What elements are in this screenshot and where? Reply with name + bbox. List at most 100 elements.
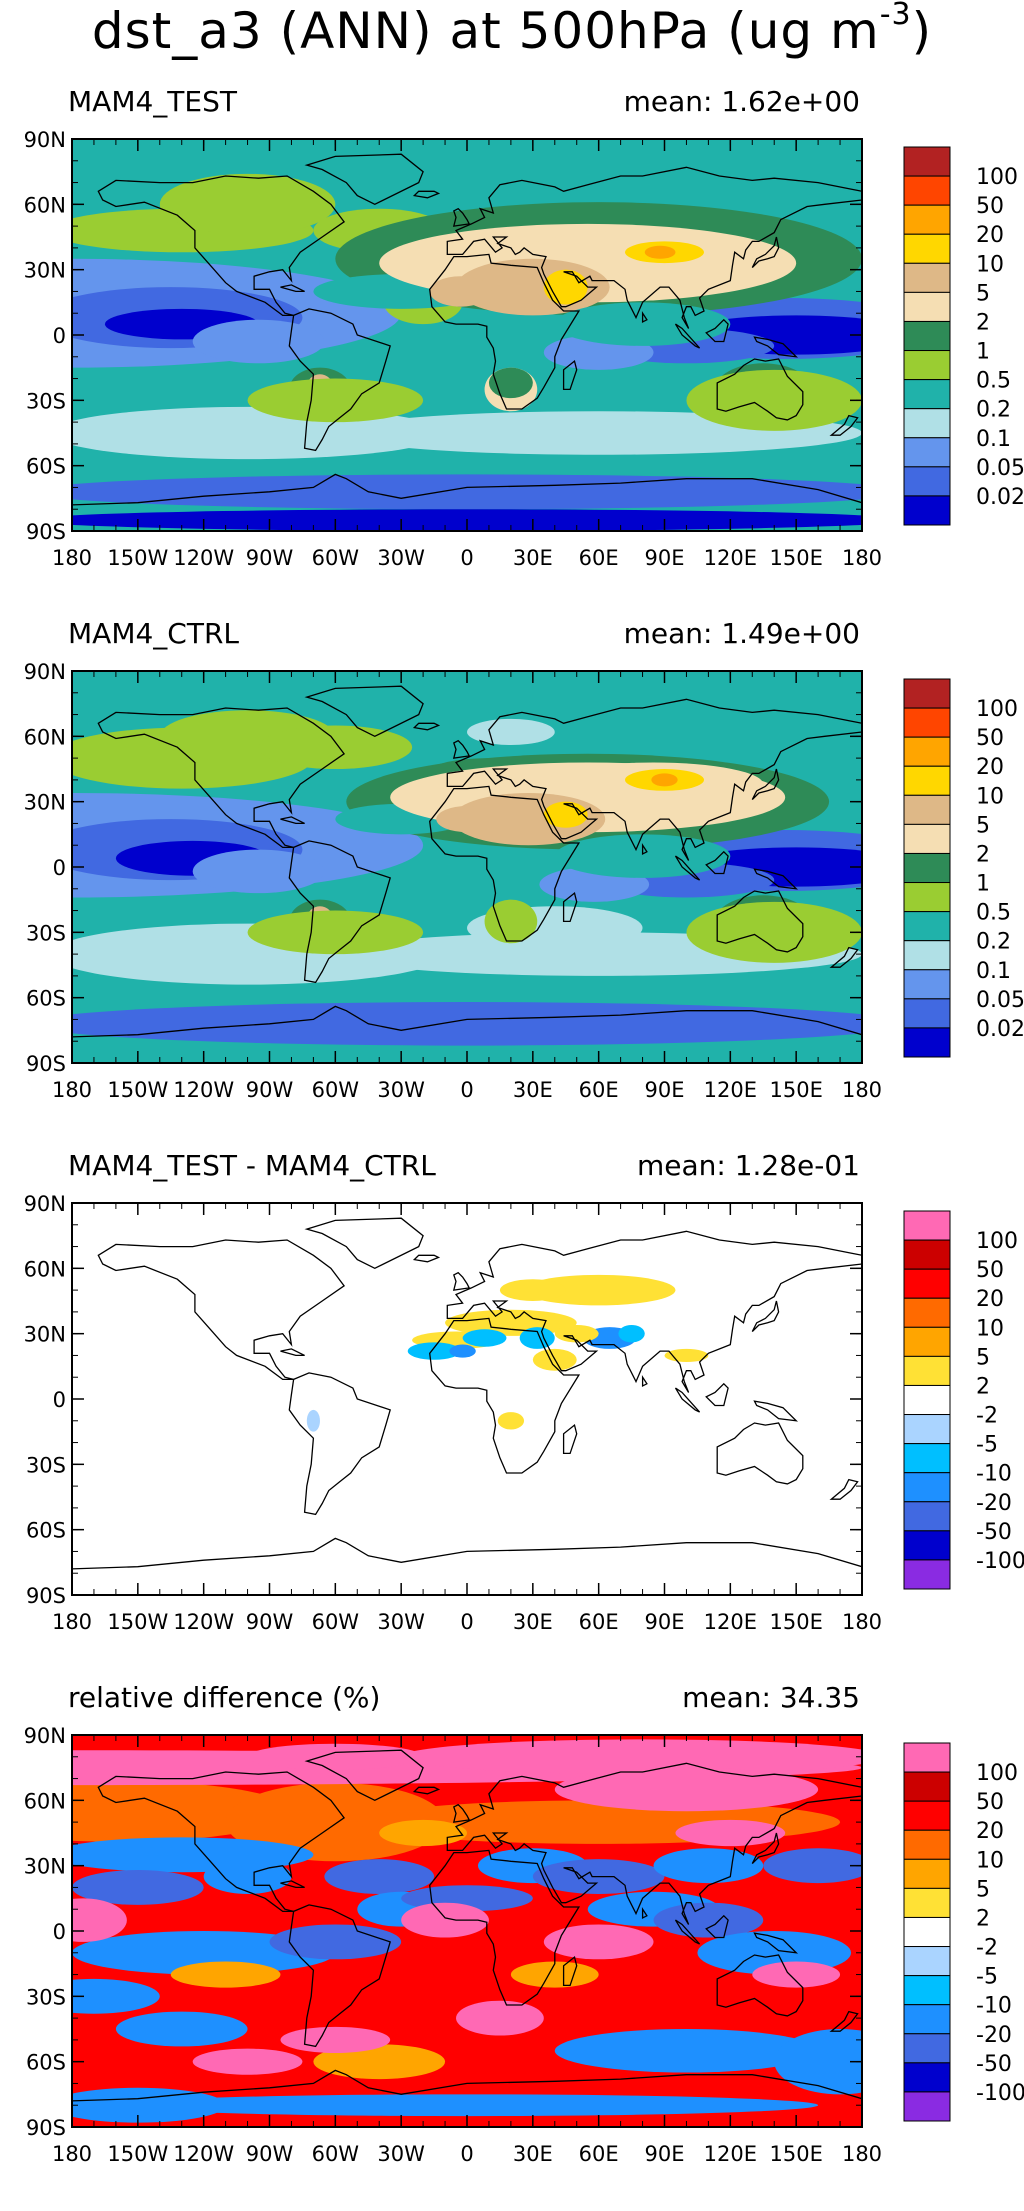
colorbar-swatch — [903, 823, 951, 854]
colorbar-label: 20 — [976, 1287, 1004, 1312]
colorbar-swatch — [903, 678, 951, 709]
lon-label: 60W — [312, 1078, 360, 1102]
colorbar-swatch — [903, 1268, 951, 1299]
coastline-sri-lanka — [641, 1375, 648, 1387]
map-field — [72, 1735, 862, 2127]
contour-region — [258, 725, 413, 769]
contour-region — [521, 1274, 676, 1306]
coastline-japan — [751, 768, 780, 800]
contour-region — [484, 899, 538, 944]
coastline-iceland — [412, 1254, 441, 1263]
contour-region — [653, 1902, 764, 1938]
lat-label: 90S — [26, 520, 66, 544]
contour-region — [554, 1767, 819, 1812]
lon-label: 150E — [769, 1078, 822, 1102]
colorbar-swatch — [903, 998, 951, 1029]
contour-region — [554, 834, 731, 878]
map-panel-ctrl: MAM4_CTRL mean: 1.49e+00 90N 60N 30N 0 30S 60… — [0, 617, 1024, 1147]
coastline-south-america — [288, 1372, 391, 1516]
coastline-great-britain — [452, 207, 471, 227]
coastline-madagascar — [562, 1955, 578, 1987]
lon-label: 90E — [645, 1078, 685, 1102]
contour-region — [554, 1324, 599, 1343]
coastline-africa — [429, 785, 581, 942]
colorbar: 100 50 20 10 5 2 1 0.5 0.2 0.1 0.05 0.02 — [903, 146, 1024, 526]
lon-label: 120W — [173, 1078, 234, 1102]
contour-region — [488, 367, 533, 399]
colorbar-swatch — [903, 707, 951, 738]
lon-label: 150E — [769, 2142, 822, 2166]
lat-label: 60S — [26, 455, 66, 479]
colorbar-label: 0.5 — [976, 901, 1011, 926]
colorbar-label: 50 — [976, 1258, 1004, 1283]
colorbar-label: -5 — [976, 1433, 998, 1458]
coastline-sri-lanka — [641, 843, 648, 855]
coastline-borneo — [705, 1382, 729, 1407]
colorbar-swatch — [903, 1916, 951, 1948]
lat-label: 90S — [26, 2116, 66, 2140]
colorbar-swatch — [903, 1297, 951, 1328]
colorbar-swatch — [903, 466, 951, 497]
coastline-eurasia — [446, 1762, 862, 1925]
lon-label: 60E — [579, 1078, 619, 1102]
coastline-new-zealand — [829, 2010, 859, 2032]
contour-region — [436, 806, 498, 833]
coastline-cuba — [280, 816, 305, 825]
panel-mean: mean: 1.28e-01 — [636, 1149, 860, 1182]
lat-label: 90N — [24, 1724, 66, 1748]
colorbar-label: 2 — [976, 1906, 990, 1931]
coastline-cuba — [280, 1348, 305, 1357]
contour-region — [651, 773, 678, 787]
lon-label: 120E — [704, 2142, 757, 2166]
colorbar-swatch — [903, 736, 951, 767]
lon-label: 150W — [107, 1610, 168, 1634]
colorbar: 100 50 20 10 5 2 1 0.5 0.2 0.1 0.05 0.02 — [903, 678, 1024, 1058]
contour-region — [467, 718, 555, 746]
map-field — [72, 671, 862, 1063]
coastline-great-britain — [452, 739, 471, 759]
colorbar-swatch — [903, 1210, 951, 1241]
contour-region — [510, 1961, 599, 1988]
contour-region — [72, 1898, 127, 1942]
colorbar-label: 50 — [976, 726, 1004, 751]
contour-region — [115, 2011, 248, 2047]
coastline-antarctica — [72, 1537, 862, 1595]
coastline-japan — [751, 236, 780, 268]
lon-label: 0 — [460, 1078, 473, 1102]
contour-region — [449, 1344, 476, 1358]
contour-region — [306, 1409, 320, 1432]
colorbar-label: 1 — [976, 872, 990, 897]
colorbar-label: 100 — [976, 1761, 1018, 1786]
contour-region — [192, 319, 325, 364]
lon-label: 180 — [842, 1610, 882, 1634]
contour-region — [72, 1931, 336, 1975]
contour-region — [72, 1870, 204, 1905]
coastline-north-america — [97, 707, 346, 849]
colorbar-label: 2 — [976, 1374, 990, 1399]
lat-label: 30S — [26, 389, 66, 413]
contour-region — [407, 1342, 461, 1360]
colorbar-swatch — [903, 1559, 951, 1590]
colorbar-label: 10 — [976, 784, 1004, 809]
lon-label: 90W — [246, 546, 294, 570]
colorbar-label: 0.1 — [976, 427, 1011, 452]
lon-label: 60W — [312, 1610, 360, 1634]
colorbar-label: 0.5 — [976, 369, 1011, 394]
colorbar-swatch — [903, 1530, 951, 1561]
colorbar-label: -50 — [976, 1520, 1012, 1545]
lon-label: 90E — [645, 546, 685, 570]
coastline-sumatra — [674, 855, 701, 881]
lon-label: 30W — [377, 1078, 425, 1102]
colorbar-label: -10 — [976, 1462, 1012, 1487]
colorbar-swatch — [903, 2091, 951, 2122]
coastline-madagascar — [562, 359, 578, 391]
colorbar-label: 10 — [976, 252, 1004, 277]
contour-region — [653, 1848, 764, 1884]
contour-region — [401, 1902, 489, 1938]
contour-region — [72, 1002, 862, 1046]
coastline-greenland — [304, 1217, 424, 1270]
colorbar-swatch — [903, 1946, 951, 1977]
contour-region — [203, 1859, 292, 1894]
lat-label: 0 — [53, 1388, 66, 1412]
